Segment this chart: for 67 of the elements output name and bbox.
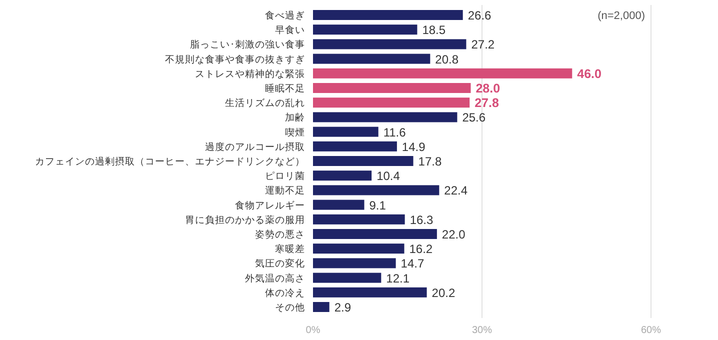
bar: [313, 141, 397, 152]
y-tick-label: 胃に負担のかかる薬の服用: [185, 214, 305, 226]
y-tick-label: 脂っこい･刺激の強い食事: [190, 38, 305, 51]
y-tick-label: 食べ過ぎ: [265, 10, 305, 22]
bar: [313, 170, 372, 181]
data-label: 14.7: [400, 256, 424, 271]
y-tick-label: 食物アレルギー: [235, 199, 305, 212]
y-tick-label: その他: [275, 302, 305, 314]
bar: [313, 126, 378, 137]
data-label: 26.6: [468, 8, 492, 22]
data-label: 11.6: [383, 125, 406, 140]
bar: [313, 185, 440, 196]
data-label: 28.0: [476, 82, 500, 96]
data-label: 14.9: [402, 140, 426, 154]
y-tick-label: カフェインの過剰摂取（コーヒー、エナジードリンクなど）: [35, 156, 305, 168]
y-tick-label: ストレスや精神的な緊張: [195, 68, 305, 80]
y-tick-label: 不規則な食事や食事の抜きすぎ: [165, 53, 305, 66]
data-label: 17.8: [418, 154, 442, 168]
bar: [313, 98, 470, 108]
y-tick-label: 気圧の変化: [255, 258, 305, 270]
y-tick-label: 外気温の高さ: [245, 272, 305, 284]
bar: [313, 244, 404, 254]
bar: [313, 54, 430, 64]
data-label: 18.5: [422, 23, 446, 38]
x-tick-label: 60%: [640, 325, 662, 336]
y-tick-label: 早食い: [275, 24, 305, 36]
y-tick-label: 加齢: [285, 112, 305, 124]
bar: [313, 156, 414, 166]
data-label: 22.0: [442, 228, 466, 242]
data-label: 46.0: [577, 66, 602, 81]
data-label: 27.8: [474, 96, 499, 110]
bar: [313, 39, 466, 50]
data-label: 27.2: [471, 38, 495, 52]
bar: [313, 68, 572, 78]
bar: [313, 10, 463, 20]
y-tick-label: 寒暖差: [275, 243, 305, 256]
y-tick-label: 運動不足: [265, 184, 305, 197]
data-label: 25.6: [462, 110, 486, 125]
y-tick-label: 喫煙: [285, 126, 305, 138]
data-label: 9.1: [369, 198, 386, 212]
data-label: 20.8: [435, 52, 459, 66]
data-label: 10.4: [376, 169, 400, 184]
bar: [313, 258, 396, 268]
bar: [313, 83, 471, 93]
x-tick-label: 30%: [472, 325, 492, 336]
bar: [313, 24, 418, 35]
bar: [313, 302, 330, 312]
y-tick-label: 過度のアルコール摂取: [205, 140, 305, 153]
data-label: 16.2: [409, 242, 433, 256]
y-tick-label: ピロリ菌: [265, 170, 305, 182]
y-tick-label: 睡眠不足: [265, 82, 305, 94]
bar: [313, 287, 427, 298]
y-tick-label: 姿勢の悪さ: [255, 228, 305, 240]
data-label: 2.9: [334, 300, 352, 314]
y-tick-label: 生活リズムの乱れ: [225, 97, 305, 110]
annotation: (n=2,000): [598, 10, 645, 22]
bar: [313, 229, 437, 239]
data-label: 12.1: [386, 271, 410, 286]
data-label: 16.3: [410, 212, 434, 227]
x-tick-label: 0%: [306, 325, 320, 336]
data-label: 22.4: [444, 184, 468, 198]
data-label: 20.2: [432, 286, 456, 300]
bar: [313, 214, 405, 224]
bar: [313, 112, 458, 122]
bar: [313, 272, 382, 283]
y-tick-label: 体の冷え: [265, 286, 305, 299]
bar: [313, 200, 364, 210]
